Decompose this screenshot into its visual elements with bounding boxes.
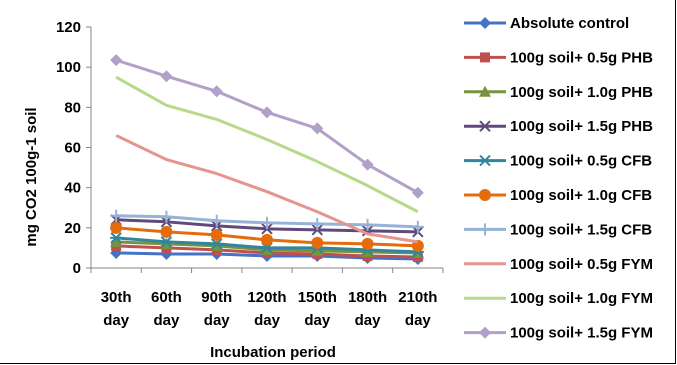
legend-item: 100g soil+ 1.0g FYM (464, 290, 653, 307)
legend-label: Absolute control (510, 15, 629, 32)
data-point (160, 70, 173, 83)
data-point (210, 85, 223, 98)
x-tick-label: day (304, 312, 331, 329)
data-point (110, 235, 123, 247)
y-tick-label: 120 (56, 19, 81, 36)
x-tick-label: day (254, 312, 281, 329)
series-6 (110, 221, 424, 252)
y-tick-label: 40 (64, 180, 81, 197)
legend-label: 100g soil+ 1.5g PHB (510, 118, 653, 135)
data-point (210, 214, 223, 227)
legend-label: 100g soil+ 0.5g PHB (510, 49, 653, 66)
x-tick-label: 120th (247, 289, 286, 306)
data-point (361, 218, 374, 231)
data-point (311, 224, 323, 236)
legend-label: 100g soil+ 0.5g FYM (510, 256, 653, 273)
series-8 (115, 134, 419, 244)
data-point (160, 225, 173, 238)
x-tick-label: day (153, 312, 180, 329)
data-point (411, 186, 424, 199)
axes (86, 26, 444, 273)
legend-marker (479, 223, 491, 236)
data-point (311, 244, 324, 256)
legend-marker (479, 154, 491, 167)
x-tick-label: 90th (201, 289, 232, 306)
data-point (311, 236, 324, 249)
data-point (110, 221, 123, 234)
legend-marker (479, 85, 491, 97)
legend-item: 100g soil+ 0.5g CFB (464, 153, 652, 170)
data-point (261, 106, 273, 119)
legend-label: 100g soil+ 1.0g FYM (510, 290, 653, 307)
y-tick-label: 100 (56, 59, 81, 76)
x-tick-label: 210th (398, 289, 437, 306)
x-axis-title: Incubation period (210, 344, 336, 361)
data-point (361, 237, 374, 250)
series-10 (110, 54, 424, 199)
legend-item: 100g soil+ 1.5g PHB (464, 118, 653, 135)
data-point (261, 223, 273, 235)
legend-marker (480, 52, 490, 63)
y-axis-title-group: mg CO2 100g-1 soil (23, 107, 40, 246)
legend-item: Absolute control (464, 15, 629, 32)
legend-marker (479, 326, 491, 339)
x-tick-label: 180th (348, 289, 387, 306)
legend-label: 100g soil+ 1.5g FYM (510, 325, 653, 342)
legend-marker (479, 189, 491, 201)
series-line (115, 58, 419, 194)
y-tick-label: 60 (64, 140, 81, 157)
data-point (110, 232, 123, 244)
series-layer (110, 54, 424, 265)
legend-label: 100g soil+ 0.5g CFB (510, 153, 652, 170)
data-point (411, 220, 424, 233)
data-point (311, 122, 324, 135)
legend-item: 100g soil+ 0.5g PHB (464, 49, 653, 66)
y-tick-labels: 0 20 40 60 80 100 120 (56, 19, 81, 277)
legend-marker (479, 17, 491, 29)
legend-item: 100g soil+ 1.0g CFB (464, 187, 652, 204)
data-point (311, 217, 324, 230)
y-tick-label: 20 (64, 220, 81, 237)
data-point (210, 228, 223, 241)
data-point (160, 236, 173, 248)
legend-item: 100g soil+ 0.5g FYM (464, 256, 653, 273)
series-line (115, 134, 419, 244)
y-tick-label: 0 (73, 260, 81, 277)
series-line (115, 75, 419, 214)
x-tick-label: 150th (298, 289, 337, 306)
legend-label: 100g soil+ 1.0g PHB (510, 84, 653, 101)
data-point (110, 209, 123, 222)
legend-item: 100g soil+ 1.5g CFB (464, 221, 652, 238)
x-tick-label: 60th (151, 289, 182, 306)
series-7 (110, 209, 424, 233)
data-point (160, 210, 173, 223)
x-tick-labels: 30th day 60th day 90th day 120th day 150th day 180… (101, 289, 438, 329)
y-tick-label: 80 (64, 99, 81, 116)
data-point (110, 54, 123, 67)
x-tick-label: day (405, 312, 432, 329)
x-tick-label: day (204, 312, 231, 329)
legend: Absolute control 100g soil+ 0.5g PHB 100g … (464, 15, 653, 342)
legend-marker (479, 120, 491, 132)
data-point (210, 238, 223, 250)
x-tick-label: day (103, 312, 130, 329)
legend-item: 100g soil+ 1.0g PHB (464, 84, 653, 101)
x-tick-label: day (355, 312, 382, 329)
legend-label: 100g soil+ 1.5g CFB (510, 221, 652, 238)
data-point (261, 233, 273, 246)
data-point (261, 216, 273, 229)
series-9 (115, 75, 419, 214)
y-axis-title: mg CO2 100g-1 soil (23, 107, 40, 246)
legend-item: 100g soil+ 1.5g FYM (464, 325, 653, 342)
data-point (361, 158, 374, 171)
legend-label: 100g soil+ 1.0g CFB (510, 187, 652, 204)
x-tick-label: 30th (101, 289, 132, 306)
